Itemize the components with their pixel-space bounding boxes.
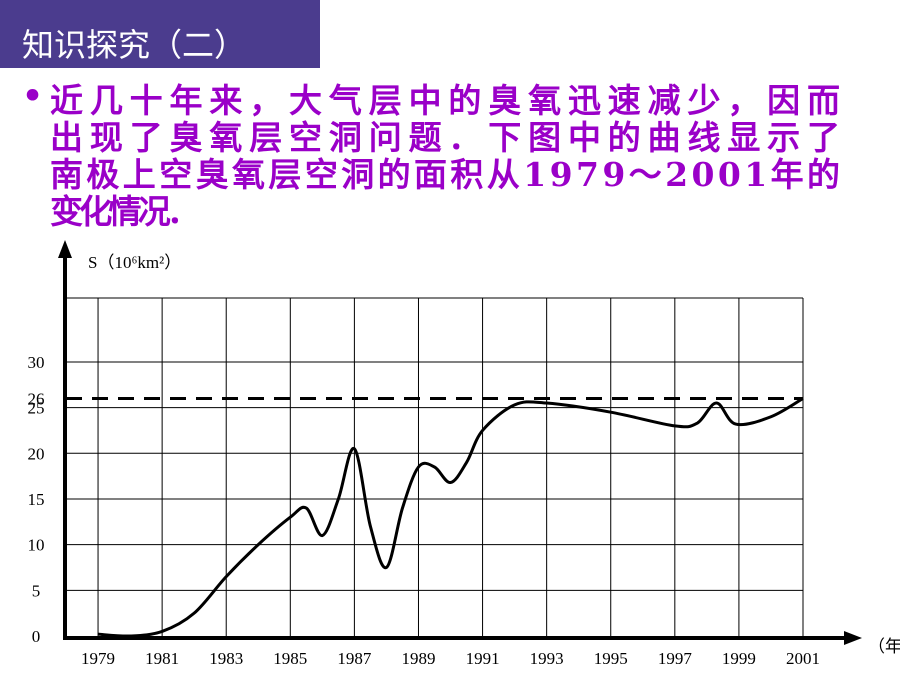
y-tick-label: 26 — [28, 389, 45, 408]
body-line: 南极上空臭氧层空洞的面积从1979～2001年的 — [50, 155, 840, 194]
header-box — [0, 0, 320, 68]
x-tick-label: 2001 — [786, 649, 820, 668]
x-tick-label: 1995 — [594, 649, 628, 668]
y-axis-label: S（10⁶km²） — [88, 253, 181, 272]
x-tick-label: 1989 — [401, 649, 435, 668]
x-tick-label: 1987 — [337, 649, 372, 668]
y-tick-label: 25 — [28, 399, 45, 418]
x-tick-label: 1981 — [145, 649, 179, 668]
y-tick-label: 0 — [32, 627, 41, 646]
y-axis-arrow — [58, 240, 72, 258]
body-line: 近几十年来，大气层中的臭氧迅速减少，因而 — [50, 81, 840, 120]
x-tick-label: 1985 — [273, 649, 307, 668]
y-tick-label: 5 — [32, 581, 41, 600]
x-tick-label: 1991 — [466, 649, 500, 668]
header-title: 知识探究（二） — [22, 26, 246, 64]
body-line: 出现了臭氧层空洞问题．下图中的曲线显示了 — [50, 118, 840, 157]
y-tick-label: 10 — [28, 536, 45, 555]
x-axis-arrow — [844, 631, 862, 645]
x-tick-label: 1999 — [722, 649, 756, 668]
body-line: 变化情况． — [50, 192, 200, 231]
y-tick-label: 15 — [28, 490, 45, 509]
x-axis-label: （年 — [868, 637, 900, 656]
data-line — [97, 397, 804, 638]
y-tick-label: 20 — [28, 444, 45, 463]
bullet: • — [22, 76, 43, 115]
x-tick-label: 1983 — [209, 649, 243, 668]
x-tick-label: 1993 — [530, 649, 564, 668]
x-tick-label: 1997 — [658, 649, 693, 668]
x-tick-label: 1979 — [81, 649, 115, 668]
chart: 1979 1981 1983 1985 1987 1989 1991 1993 1995 1997… — [28, 297, 820, 668]
y-tick-label: 30 — [28, 353, 45, 372]
